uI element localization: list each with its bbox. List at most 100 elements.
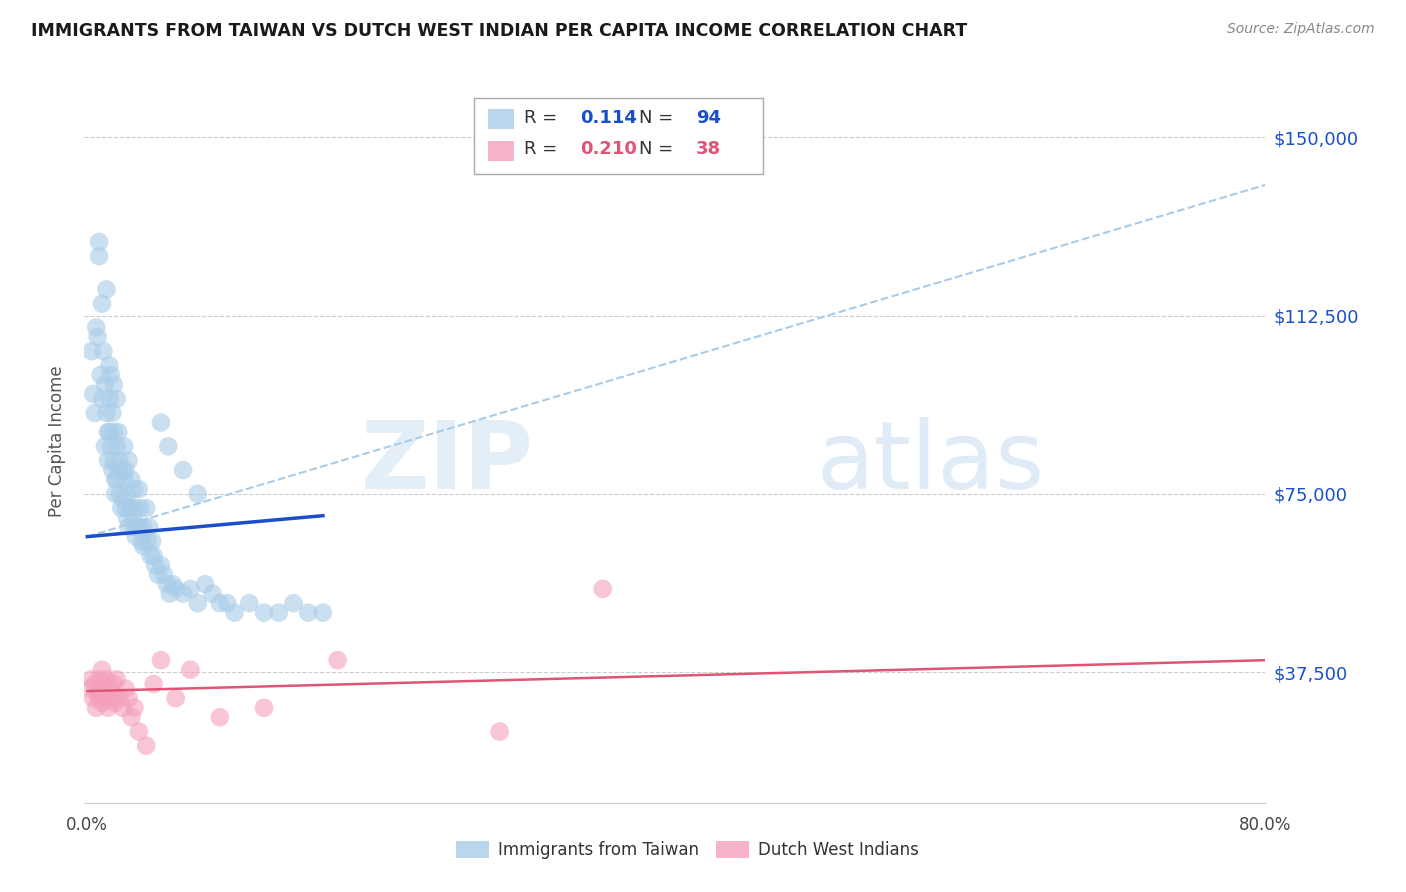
Point: [124, 700, 146, 714]
Point: [94, 439, 117, 453]
Point: [111, 700, 134, 714]
Point: [104, 487, 127, 501]
Point: [108, 487, 131, 501]
Point: [141, 534, 163, 549]
Point: [110, 501, 132, 516]
Point: [139, 549, 162, 563]
Point: [135, 739, 157, 753]
Text: IMMIGRANTS FROM TAIWAN VS DUTCH WEST INDIAN PER CAPITA INCOME CORRELATION CHART: IMMIGRANTS FROM TAIWAN VS DUTCH WEST IND…: [31, 22, 967, 40]
Point: [172, 587, 194, 601]
Text: ZIP: ZIP: [360, 417, 533, 509]
Point: [105, 672, 128, 686]
Text: N =: N =: [640, 109, 679, 127]
Point: [114, 463, 136, 477]
Point: [217, 596, 239, 610]
Point: [98, 681, 121, 696]
Point: [179, 582, 201, 596]
Point: [82, 387, 104, 401]
Text: 0.114: 0.114: [581, 109, 637, 127]
Text: atlas: atlas: [817, 417, 1045, 509]
Point: [165, 582, 187, 596]
Point: [122, 510, 145, 524]
FancyBboxPatch shape: [488, 141, 515, 161]
Point: [111, 463, 134, 477]
Point: [105, 392, 128, 406]
Point: [82, 691, 104, 706]
Point: [108, 691, 131, 706]
Point: [103, 377, 125, 392]
Point: [121, 501, 143, 516]
Point: [87, 235, 110, 249]
Point: [80, 672, 103, 686]
Y-axis label: Per Capita Income: Per Capita Income: [48, 366, 66, 517]
Point: [117, 453, 139, 467]
Point: [84, 700, 107, 714]
Point: [156, 577, 179, 591]
Point: [132, 539, 155, 553]
Point: [149, 416, 172, 430]
Point: [138, 520, 160, 534]
Point: [179, 663, 201, 677]
Text: R =: R =: [523, 109, 562, 127]
Point: [283, 596, 305, 610]
Point: [136, 534, 159, 549]
Point: [114, 501, 136, 516]
Point: [143, 558, 166, 573]
Point: [91, 392, 114, 406]
Point: [91, 663, 114, 677]
Point: [103, 677, 125, 691]
Point: [83, 677, 105, 691]
Point: [124, 482, 146, 496]
Point: [94, 691, 117, 706]
Point: [142, 677, 165, 691]
Point: [101, 463, 124, 477]
Point: [101, 686, 124, 700]
Text: Dutch West Indians: Dutch West Indians: [758, 841, 918, 859]
Point: [94, 377, 117, 392]
Text: Source: ZipAtlas.com: Source: ZipAtlas.com: [1227, 22, 1375, 37]
Point: [86, 330, 108, 344]
Point: [488, 724, 510, 739]
Point: [253, 700, 276, 714]
Point: [105, 439, 128, 453]
Point: [86, 686, 108, 700]
Point: [91, 296, 114, 310]
Point: [312, 606, 335, 620]
Point: [87, 249, 110, 263]
Text: N =: N =: [640, 140, 679, 158]
Point: [84, 320, 107, 334]
Point: [96, 282, 118, 296]
Text: Immigrants from Taiwan: Immigrants from Taiwan: [498, 841, 699, 859]
Point: [201, 587, 224, 601]
Point: [129, 501, 152, 516]
Point: [153, 567, 176, 582]
Point: [87, 672, 110, 686]
FancyBboxPatch shape: [474, 98, 763, 174]
Point: [100, 439, 122, 453]
Point: [107, 463, 129, 477]
Point: [104, 696, 127, 710]
Point: [112, 473, 135, 487]
Point: [125, 530, 148, 544]
Point: [267, 606, 290, 620]
Point: [162, 577, 184, 591]
Point: [97, 453, 120, 467]
FancyBboxPatch shape: [457, 841, 489, 858]
Point: [121, 710, 143, 724]
Point: [117, 691, 139, 706]
Point: [108, 453, 131, 467]
Point: [112, 439, 135, 453]
Point: [149, 653, 172, 667]
Point: [121, 473, 143, 487]
Point: [224, 606, 246, 620]
Text: 0.210: 0.210: [581, 140, 637, 158]
Point: [132, 520, 155, 534]
Point: [79, 681, 101, 696]
Point: [297, 606, 319, 620]
Point: [97, 425, 120, 439]
Point: [159, 587, 181, 601]
Point: [592, 582, 614, 596]
Point: [146, 567, 169, 582]
Point: [125, 501, 148, 516]
Point: [96, 672, 118, 686]
